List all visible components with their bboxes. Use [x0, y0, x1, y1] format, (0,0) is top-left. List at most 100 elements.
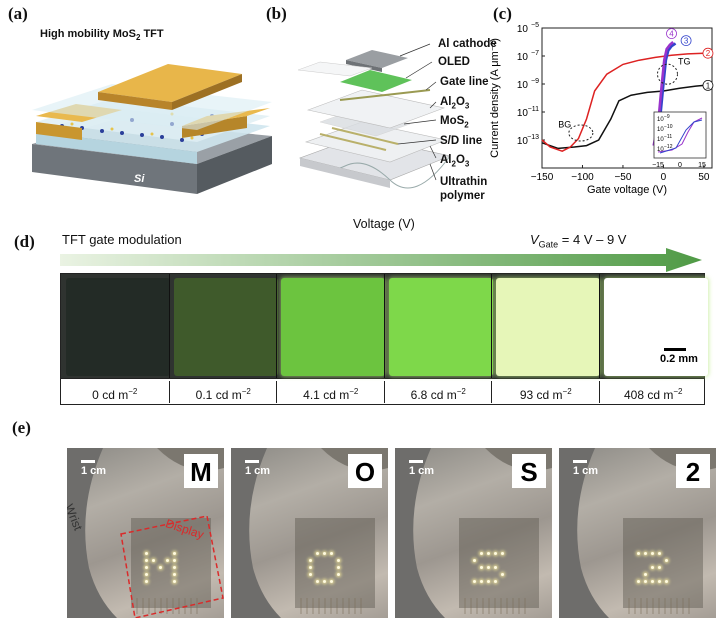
- led-dot: [487, 566, 490, 569]
- layer-label-ultrathin: Ultrathin: [440, 176, 488, 188]
- display-letter: M: [184, 454, 218, 488]
- led-dot: [665, 580, 668, 583]
- photo-scale-bar: 1 cm: [573, 460, 598, 477]
- inset-y-tick-label: 10: [657, 147, 664, 153]
- oled-pixel-1: [173, 278, 278, 376]
- panel-label-a: (a): [8, 4, 28, 23]
- si-label: Si: [134, 173, 145, 185]
- led-dot: [637, 580, 640, 583]
- photo-scale-bar: 1 cm: [245, 460, 270, 477]
- bg-annotation: BG: [558, 119, 571, 129]
- wrist-display-photo-2: 1 cm S: [395, 448, 552, 618]
- wrist-display-photo-0: Wrist Display 1 cm M: [67, 448, 224, 618]
- cell-separator: [598, 274, 600, 378]
- led-dot: [487, 552, 490, 555]
- x-tick-label: −100: [571, 172, 594, 183]
- series-marker-4: [666, 28, 677, 40]
- led-dot: [166, 559, 169, 562]
- layer-label-al2o3-upper: Al2O3: [440, 96, 470, 111]
- led-dot: [651, 552, 654, 555]
- led-dot: [309, 559, 312, 562]
- led-dot: [145, 566, 148, 569]
- layer-label-al-cathode: Al cathode: [438, 38, 497, 50]
- panel-d-scale: 0.2 mm: [660, 348, 698, 365]
- series-line-1: [541, 84, 704, 150]
- led-dot: [651, 566, 654, 569]
- panel-label-c: (c): [493, 4, 512, 23]
- cell-separator: [491, 274, 492, 378]
- plot-frame: [541, 27, 713, 169]
- tft-gate-modulation-label: TFT gate modulation: [62, 232, 182, 247]
- inset-y-tick-label: 10: [657, 127, 664, 133]
- led-dot: [480, 580, 483, 583]
- vgate-label: VGate = 4 V – 9 V: [530, 232, 627, 250]
- oled-pixel-5: [603, 278, 708, 376]
- inset-y-tick-exponent: −12: [664, 144, 673, 150]
- x-tick-label: −150: [531, 172, 554, 183]
- y-tick-label: 10: [517, 52, 529, 63]
- inset-x-tick-label: −15: [652, 162, 664, 169]
- layer-label-polymer: polymer: [440, 190, 485, 202]
- led-dot: [501, 552, 504, 555]
- led-dot: [316, 552, 319, 555]
- y-tick-exponent: −11: [528, 106, 539, 113]
- display-letter: 2: [676, 454, 710, 488]
- inset-frame: [653, 111, 707, 159]
- x-tick-label: 50: [698, 172, 710, 183]
- layer-label-al2o3-lower: Al2O3: [440, 154, 470, 169]
- x-tick-label: −50: [614, 172, 631, 183]
- inset-y-tick-exponent: −9: [664, 114, 670, 120]
- series-number-4: 4: [669, 30, 674, 39]
- luminance-caption: 0 cd m−2: [92, 387, 138, 402]
- led-dot: [145, 552, 148, 555]
- wrist-display-photo-1: 1 cm O: [231, 448, 388, 618]
- gate-modulation-arrow: [60, 248, 702, 272]
- series-line-2: [541, 52, 704, 153]
- y-tick-exponent: −5: [531, 22, 539, 29]
- led-dot: [473, 580, 476, 583]
- panel-label-e: (e): [12, 418, 31, 437]
- layer-label-sd-line: S/D line: [440, 135, 483, 147]
- luminance-divider: [60, 378, 705, 379]
- led-dot: [658, 566, 661, 569]
- led-dot: [145, 580, 148, 583]
- y-tick-exponent: −13: [527, 134, 539, 141]
- led-dot: [173, 559, 176, 562]
- led-dot: [173, 566, 176, 569]
- layer-label-mos2: MoS2: [440, 115, 469, 130]
- panel-label-d: (d): [14, 232, 35, 251]
- led-dot: [330, 580, 333, 583]
- y-tick-label: 10: [517, 80, 529, 91]
- led-dot: [644, 573, 647, 576]
- led-dot: [494, 552, 497, 555]
- inset-y-tick-label: 10: [657, 117, 664, 123]
- panel-b-voltage-label: Voltage (V): [353, 217, 415, 231]
- y-tick-exponent: −7: [531, 50, 539, 57]
- inset-y-tick-label: 10: [657, 137, 664, 143]
- led-dot: [323, 580, 326, 583]
- luminance-caption: 93 cd m−2: [491, 381, 600, 403]
- x-tick-label: 0: [661, 172, 667, 183]
- inset-y-tick-exponent: −10: [664, 124, 673, 130]
- inset-x-tick-label: 15: [698, 162, 706, 169]
- inset-x-tick-label: 0: [678, 162, 682, 169]
- y-tick-label: 10: [517, 136, 529, 147]
- led-dot: [337, 566, 340, 569]
- panel-label-b: (b): [266, 4, 287, 23]
- x-axis-label: Gate voltage (V): [587, 184, 667, 196]
- led-dot: [665, 559, 668, 562]
- layer-stack-illustration: [297, 43, 452, 189]
- display-letter: S: [512, 454, 546, 488]
- tg-region: [656, 63, 678, 85]
- led-dot: [644, 552, 647, 555]
- panel-a-title: High mobility MoS2 TFT: [40, 28, 164, 43]
- led-dot: [159, 566, 162, 569]
- led-dot: [145, 559, 148, 562]
- led-dot: [309, 573, 312, 576]
- oled-pixel-2: [281, 278, 385, 376]
- tg-annotation: TG: [678, 56, 691, 66]
- luminance-caption: 4.1 cd m−2: [276, 381, 385, 403]
- oled-pixel-4: [496, 278, 600, 376]
- led-dot: [309, 566, 312, 569]
